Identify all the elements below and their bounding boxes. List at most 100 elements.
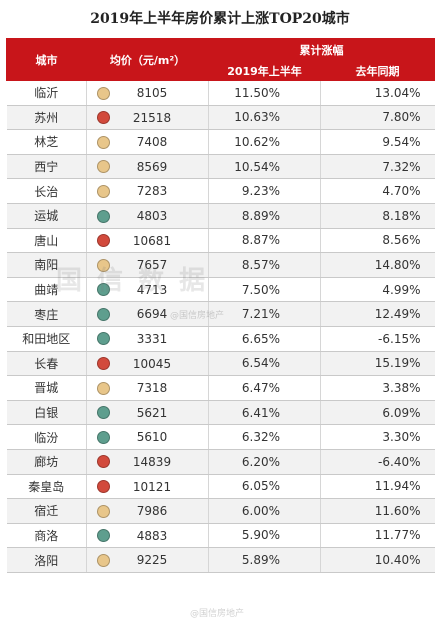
- price-cell: 10121: [86, 474, 209, 500]
- last-year-growth-cell: 6.09%: [320, 400, 435, 426]
- data-table: 城市 均价（元/m²） 累计涨幅 2019年上半年 去年同期 临沂 8105 11.…: [6, 38, 435, 573]
- table-row: 廊坊 14839 6.20% -6.40%: [6, 449, 435, 475]
- city-cell: 临汾: [6, 424, 87, 450]
- h1-growth-cell: 5.90%: [208, 523, 321, 549]
- last-year-growth-cell: 3.30%: [320, 424, 435, 450]
- tier-dot-icon: [97, 455, 110, 469]
- last-year-growth-cell: 8.56%: [320, 228, 435, 254]
- h1-growth-cell: 6.32%: [208, 424, 321, 450]
- price-value: 3331: [136, 331, 168, 346]
- h1-growth-cell: 6.47%: [208, 375, 321, 401]
- last-year-growth-cell: 11.60%: [320, 498, 435, 524]
- h1-growth-cell: 6.20%: [208, 449, 321, 475]
- tier-dot-icon: [97, 430, 110, 444]
- h1-growth-cell: 5.89%: [208, 547, 321, 573]
- city-cell: 商洛: [6, 523, 87, 549]
- last-year-growth-cell: 9.54%: [320, 129, 435, 155]
- price-cell: 7408: [86, 129, 209, 155]
- header-h1-2019: 2019年上半年: [208, 60, 321, 81]
- city-cell: 宿迁: [6, 498, 87, 524]
- h1-growth-cell: 8.57%: [208, 252, 321, 278]
- city-cell: 苏州: [6, 105, 87, 131]
- tier-dot-icon: [97, 86, 110, 100]
- price-cell: 7657: [86, 252, 209, 278]
- price-cell: 10681: [86, 228, 209, 254]
- price-value: 7408: [136, 135, 168, 150]
- city-cell: 南阳: [6, 252, 87, 278]
- tier-dot-icon: [97, 234, 110, 248]
- price-value: 10681: [132, 233, 172, 248]
- price-value: 7318: [136, 381, 168, 396]
- h1-growth-cell: 8.87%: [208, 228, 321, 254]
- price-cell: 4713: [86, 277, 209, 303]
- tier-dot-icon: [97, 553, 110, 567]
- city-cell: 唐山: [6, 228, 87, 254]
- price-cell: 21518: [86, 105, 209, 131]
- last-year-growth-cell: 13.04%: [320, 80, 435, 106]
- last-year-growth-cell: -6.15%: [320, 326, 435, 352]
- last-year-growth-cell: 15.19%: [320, 351, 435, 377]
- tier-dot-icon: [97, 307, 110, 321]
- tier-dot-icon: [97, 529, 110, 543]
- price-cell: 3331: [86, 326, 209, 352]
- price-value: 7986: [136, 504, 168, 519]
- price-value: 4883: [136, 528, 168, 543]
- price-cell: 8105: [86, 80, 209, 106]
- price-cell: 10045: [86, 351, 209, 377]
- last-year-growth-cell: 4.70%: [320, 178, 435, 204]
- last-year-growth-cell: 11.77%: [320, 523, 435, 549]
- city-cell: 枣庄: [6, 301, 87, 327]
- watermark-small-2: @国信房地产: [190, 609, 245, 619]
- last-year-growth-cell: 12.49%: [320, 301, 435, 327]
- h1-growth-cell: 11.50%: [208, 80, 321, 106]
- price-cell: 14839: [86, 449, 209, 475]
- h1-growth-cell: 7.21%: [208, 301, 321, 327]
- table-row: 枣庄 6694 7.21% 12.49%: [6, 301, 435, 327]
- city-cell: 临沂: [6, 80, 87, 106]
- tier-dot-icon: [97, 332, 110, 346]
- price-value: 5610: [136, 430, 168, 445]
- tier-dot-icon: [97, 111, 110, 125]
- table-row: 临汾 5610 6.32% 3.30%: [6, 424, 435, 450]
- table-row: 秦皇岛 10121 6.05% 11.94%: [6, 474, 435, 500]
- last-year-growth-cell: 11.94%: [320, 474, 435, 500]
- header-city: 城市: [6, 38, 87, 81]
- h1-growth-cell: 10.62%: [208, 129, 321, 155]
- price-cell: 7986: [86, 498, 209, 524]
- city-cell: 林芝: [6, 129, 87, 155]
- city-cell: 和田地区: [6, 326, 87, 352]
- price-value: 7283: [136, 184, 168, 199]
- table-row: 西宁 8569 10.54% 7.32%: [6, 154, 435, 180]
- price-value: 10121: [132, 479, 172, 494]
- city-cell: 洛阳: [6, 547, 87, 573]
- price-value: 14839: [132, 454, 172, 469]
- table-row: 晋城 7318 6.47% 3.38%: [6, 375, 435, 401]
- h1-growth-cell: 7.50%: [208, 277, 321, 303]
- tier-dot-icon: [97, 480, 110, 494]
- city-cell: 晋城: [6, 375, 87, 401]
- table-body: 临沂 8105 11.50% 13.04% 苏州 21518 10.63% 7.80% 林芝 74…: [6, 80, 435, 573]
- table-row: 林芝 7408 10.62% 9.54%: [6, 129, 435, 155]
- h1-growth-cell: 8.89%: [208, 203, 321, 229]
- header-growth: 累计涨幅: [208, 38, 435, 61]
- price-cell: 8569: [86, 154, 209, 180]
- header-price: 均价（元/m²）: [86, 38, 209, 81]
- price-value: 4803: [136, 209, 168, 224]
- h1-growth-cell: 10.54%: [208, 154, 321, 180]
- city-cell: 运城: [6, 203, 87, 229]
- last-year-growth-cell: 7.80%: [320, 105, 435, 131]
- last-year-growth-cell: 14.80%: [320, 252, 435, 278]
- tier-dot-icon: [97, 283, 110, 297]
- table-header: 城市 均价（元/m²） 累计涨幅 2019年上半年 去年同期: [6, 38, 435, 81]
- tier-dot-icon: [97, 160, 110, 174]
- h1-growth-cell: 9.23%: [208, 178, 321, 204]
- table-row: 和田地区 3331 6.65% -6.15%: [6, 326, 435, 352]
- city-cell: 长春: [6, 351, 87, 377]
- h1-growth-cell: 6.41%: [208, 400, 321, 426]
- table-row: 长春 10045 6.54% 15.19%: [6, 351, 435, 377]
- table-row: 运城 4803 8.89% 8.18%: [6, 203, 435, 229]
- tier-dot-icon: [97, 357, 110, 371]
- city-cell: 西宁: [6, 154, 87, 180]
- price-cell: 4803: [86, 203, 209, 229]
- city-cell: 白银: [6, 400, 87, 426]
